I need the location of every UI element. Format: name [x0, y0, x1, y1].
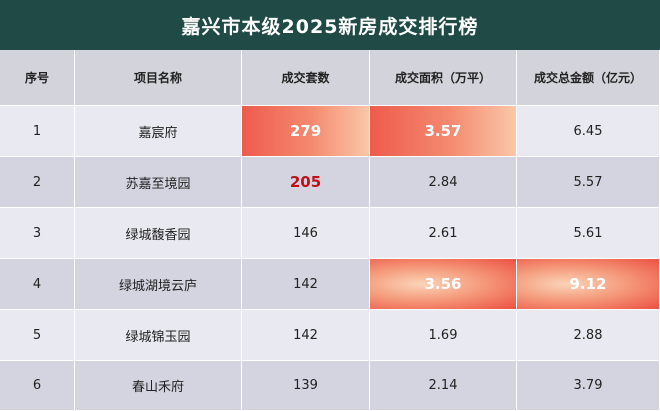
units: 139	[242, 361, 370, 411]
rank: 6	[0, 361, 75, 411]
amount: 3.79	[517, 361, 660, 411]
project-name: 绿城锦玉园	[75, 310, 242, 361]
column-header: 成交总金额（亿元）	[517, 50, 660, 106]
project-name: 绿城湖境云庐	[75, 259, 242, 310]
rank: 2	[0, 157, 75, 208]
units: 142	[242, 310, 370, 361]
area: 2.61	[370, 208, 517, 259]
amount: 5.61	[517, 208, 660, 259]
column-header: 成交套数	[242, 50, 370, 106]
units: 146	[242, 208, 370, 259]
rank: 4	[0, 259, 75, 310]
rank: 1	[0, 106, 75, 157]
column-header: 项目名称	[75, 50, 242, 106]
title: 嘉兴市本级2025新房成交排行榜	[0, 0, 660, 50]
column-header: 成交面积（万平）	[370, 50, 517, 106]
units: 142	[242, 259, 370, 310]
amount: 9.12	[517, 259, 660, 310]
amount: 6.45	[517, 106, 660, 157]
area: 2.84	[370, 157, 517, 208]
rank: 5	[0, 310, 75, 361]
project-name: 绿城馥香园	[75, 208, 242, 259]
area: 1.69	[370, 310, 517, 361]
project-name: 春山禾府	[75, 361, 242, 411]
area: 2.14	[370, 361, 517, 411]
amount: 5.57	[517, 157, 660, 208]
rank: 3	[0, 208, 75, 259]
area: 3.56	[370, 259, 517, 310]
units: 205	[242, 157, 370, 208]
units: 279	[242, 106, 370, 157]
column-header: 序号	[0, 50, 75, 106]
project-name: 苏嘉至境园	[75, 157, 242, 208]
area: 3.57	[370, 106, 517, 157]
project-name: 嘉宸府	[75, 106, 242, 157]
ranking-table: 序号 项目名称 成交套数 成交面积（万平） 成交总金额（亿元） 1 嘉宸府 27…	[0, 50, 660, 411]
amount: 2.88	[517, 310, 660, 361]
